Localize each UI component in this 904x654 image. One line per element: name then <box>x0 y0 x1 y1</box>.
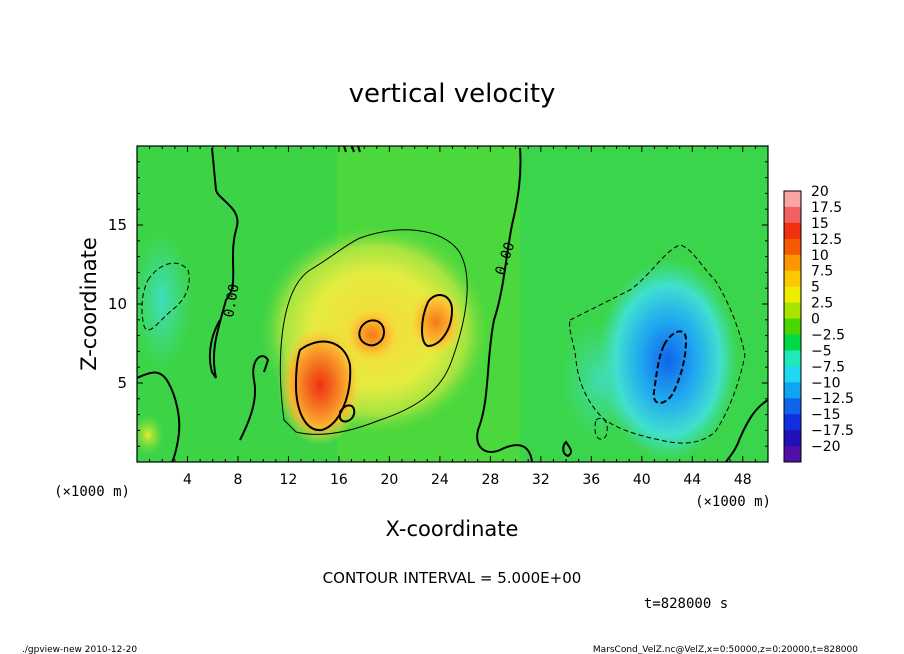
colorbar-label: 15 <box>811 216 829 232</box>
contour-zero <box>343 146 361 153</box>
contour-positive <box>339 404 356 423</box>
colorbar-label: 2.5 <box>811 296 833 312</box>
colorbar-swatch <box>784 191 801 208</box>
contour-zero <box>562 440 573 458</box>
colorbar-swatch <box>784 286 801 304</box>
contour-negative <box>652 330 688 404</box>
colorbar-swatch <box>784 334 801 351</box>
colorbar-swatch <box>784 398 801 415</box>
colorbar-label: 0 <box>811 312 820 328</box>
y-tick-label: 10 <box>108 295 127 313</box>
y-tick-label: 15 <box>108 216 127 234</box>
x-tick-label: 16 <box>330 472 348 488</box>
colorbar-swatch <box>784 302 801 320</box>
time-label: t=828000 s <box>644 596 728 612</box>
colorbar-label: −17.5 <box>811 423 854 439</box>
x-tick-label: 24 <box>431 472 449 488</box>
x-tick-label: 32 <box>532 472 550 488</box>
colorbar-swatch <box>784 350 801 367</box>
x-tick-label: 28 <box>481 472 499 488</box>
y-axis-unit: (×1000 m) <box>54 484 130 500</box>
colorbar-label: −2.5 <box>811 327 845 343</box>
updraft-core <box>344 307 400 363</box>
contour-negative <box>141 262 190 331</box>
x-tick-label: 20 <box>380 472 398 488</box>
colorbar-swatch <box>784 206 801 224</box>
x-tick-label: 36 <box>582 472 600 488</box>
colorbar-label: 17.5 <box>811 200 842 216</box>
colorbar: 2017.51512.5107.552.50−2.5−5−7.5−10−12.5… <box>783 184 854 463</box>
colorbar-label: −5 <box>811 343 832 359</box>
downdraft-region <box>598 260 738 460</box>
contour-positive <box>279 229 468 435</box>
colorbar-swatch <box>784 446 801 463</box>
x-axis-label: X-coordinate <box>386 517 519 541</box>
colorbar-label: 10 <box>811 248 829 264</box>
contour-zero <box>725 399 768 462</box>
colorbar-swatch <box>784 414 801 431</box>
colorbar-swatch <box>784 270 801 288</box>
x-tick-label: 8 <box>233 472 242 488</box>
colorbar-label: −15 <box>811 407 841 423</box>
x-tick-label: 40 <box>633 472 651 488</box>
updraft-core <box>408 288 464 356</box>
colorbar-label: 20 <box>811 184 829 200</box>
x-axis: 4 8 12 16 20 24 28 32 36 40 44 48 <box>149 146 756 488</box>
chart-title: vertical velocity <box>349 79 556 109</box>
colorbar-label: −7.5 <box>811 359 845 375</box>
contour-zero <box>137 371 181 462</box>
contour-negative <box>594 417 608 440</box>
contour-interval: CONTOUR INTERVAL = 5.000E+00 <box>323 569 582 587</box>
x-tick-label: 48 <box>734 472 752 488</box>
x-tick-label: 12 <box>280 472 298 488</box>
colorbar-label: −10 <box>811 375 841 391</box>
footer-left: ./gpview-new 2010-12-20 <box>22 645 137 654</box>
plot-area <box>137 146 768 462</box>
colorbar-label: 5 <box>811 280 820 296</box>
yellow-spot <box>137 415 164 455</box>
colorbar-frame <box>783 190 802 463</box>
contour-zero <box>476 147 533 462</box>
contour-positive <box>358 319 386 347</box>
y-axis-label: Z-coordinate <box>77 237 101 371</box>
contour-positive <box>294 340 352 432</box>
colorbar-swatch <box>784 254 801 272</box>
colorbar-swatch <box>784 318 801 335</box>
x-tick-label: 4 <box>183 472 192 488</box>
colorbar-swatch <box>784 222 801 240</box>
x-axis-unit: (×1000 m) <box>695 494 771 510</box>
colorbar-label: 7.5 <box>811 264 833 280</box>
colorbar-label: 12.5 <box>811 232 842 248</box>
colorbar-swatch <box>784 430 801 447</box>
colorbar-swatch <box>784 238 801 256</box>
footer-right: MarsCond_VelZ.nc@VelZ,x=0:50000,z=0:2000… <box>593 645 858 654</box>
contour-zero <box>208 147 239 379</box>
cyan-zone <box>137 230 192 370</box>
colorbar-label: −20 <box>811 439 841 455</box>
contour-label: 0.00 <box>221 283 243 319</box>
contour-positive <box>421 294 454 348</box>
colorbar-swatch <box>784 366 801 383</box>
colorbar-swatch <box>784 382 801 399</box>
y-tick-label: 5 <box>117 374 127 392</box>
x-tick-label: 44 <box>683 472 701 488</box>
contour-zero <box>239 355 270 441</box>
colorbar-label: −12.5 <box>811 391 854 407</box>
y-axis: 5 10 15 <box>108 161 768 447</box>
